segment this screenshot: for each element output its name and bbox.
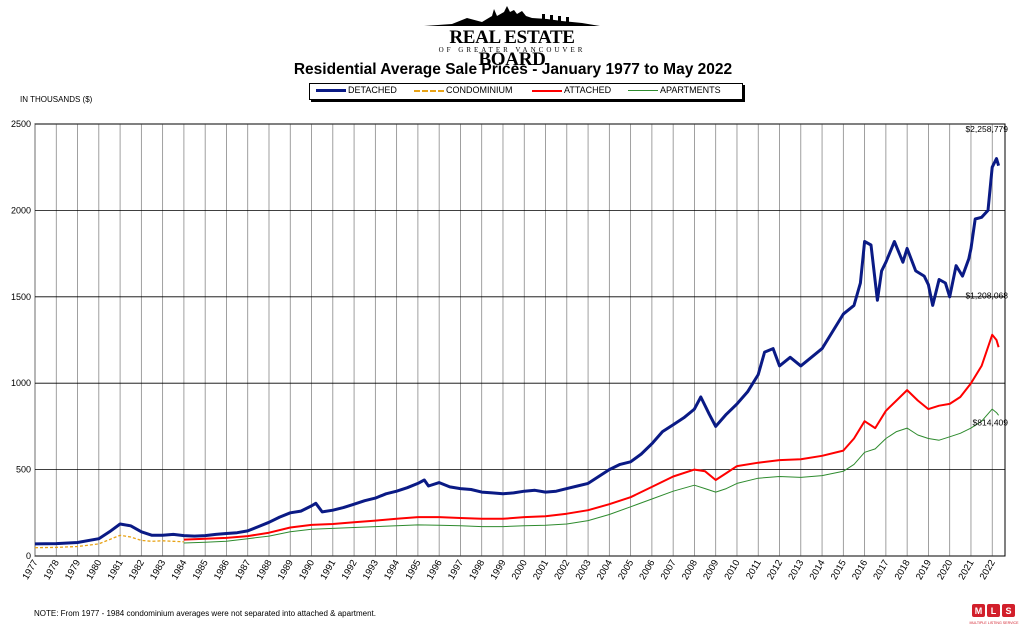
y-tick-label: 500 <box>16 465 31 475</box>
logo-subtitle: OF GREATER VANCOUVER <box>438 46 586 54</box>
x-tick-label: 1981 <box>106 558 126 582</box>
x-tick-label: 1989 <box>276 558 296 582</box>
x-tick-label: 1978 <box>42 558 62 582</box>
x-tick-label: 1977 <box>21 558 41 582</box>
x-tick-label: 2001 <box>531 558 551 582</box>
x-tick-label: 1995 <box>403 558 423 582</box>
x-tick-label: 1993 <box>361 558 381 582</box>
x-tick-label: 2014 <box>808 558 828 582</box>
y-tick-label: 1000 <box>11 378 31 388</box>
x-tick-label: 2012 <box>765 558 785 582</box>
mls-letter-l: L <box>991 606 997 616</box>
legend-item-apartments: APARTMENTS <box>628 85 721 95</box>
series-line-attached <box>183 333 1000 541</box>
logo-name: REAL ESTATE BOARD <box>449 27 575 70</box>
legend-label-apartments: APARTMENTS <box>660 85 721 95</box>
x-tick-label: 2015 <box>829 558 849 582</box>
y-tick-label: 2000 <box>11 205 31 215</box>
x-tick-label: 2016 <box>850 558 870 582</box>
chart-title: Residential Average Sale Prices - Januar… <box>293 61 733 78</box>
x-tick-label: 1996 <box>425 558 445 582</box>
legend-item-detached: DETACHED <box>316 85 397 95</box>
legend-swatch-detached <box>316 89 346 93</box>
x-tick-label: 1987 <box>233 558 253 582</box>
x-tick-label: 1990 <box>297 558 317 582</box>
mls-letter-m: M <box>975 606 983 616</box>
x-tick-label: 1998 <box>467 558 487 582</box>
y-tick-label: 1500 <box>11 292 31 302</box>
x-tick-label: 2005 <box>616 558 636 582</box>
mls-letter-s: S <box>1005 606 1011 616</box>
footnote: NOTE: From 1977 - 1984 condominium avera… <box>34 609 376 618</box>
x-tick-label: 2009 <box>701 558 721 582</box>
x-tick-label: 2018 <box>893 558 913 582</box>
x-tick-label: 1984 <box>169 558 189 582</box>
x-tick-label: 2003 <box>574 558 594 582</box>
x-tick-label: 2006 <box>637 558 657 582</box>
series-line-apartments <box>183 408 999 544</box>
x-tick-label: 2010 <box>722 558 742 582</box>
legend-item-condominium: CONDOMINIUM <box>414 85 513 95</box>
x-tick-label: 1988 <box>254 558 274 582</box>
x-tick-label: 1992 <box>340 558 360 582</box>
skyline-icon <box>424 6 600 26</box>
x-tick-label: 1999 <box>488 558 508 582</box>
mls-caption: MULTIPLE LISTING SERVICE <box>970 621 1020 625</box>
x-tick-label: 2002 <box>552 558 572 582</box>
x-tick-label: 1994 <box>382 558 402 582</box>
y-tick-label: 0 <box>26 551 31 561</box>
annotation-attached: $1,208,068 <box>965 291 1008 301</box>
x-tick-label: 2013 <box>786 558 806 582</box>
x-tick-label: 2019 <box>914 558 934 582</box>
x-tick-label: 2007 <box>659 558 679 582</box>
y-tick-label: 2500 <box>11 119 31 129</box>
real-estate-board-logo: REAL ESTATE BOARD OF GREATER VANCOUVER <box>422 4 602 70</box>
x-tick-label: 1986 <box>212 558 232 582</box>
x-tick-label: 1997 <box>446 558 466 582</box>
x-tick-label: 2011 <box>744 558 764 581</box>
x-tick-label: 1983 <box>148 558 168 582</box>
legend-label-attached: ATTACHED <box>564 85 612 95</box>
x-tick-label: 2022 <box>978 558 998 582</box>
legend-item-attached: ATTACHED <box>532 85 611 95</box>
legend-swatch-apartments <box>628 90 658 92</box>
series-line-detached <box>34 157 1001 546</box>
legend-label-detached: DETACHED <box>348 85 397 95</box>
x-tick-label: 2008 <box>680 558 700 582</box>
legend-label-condominium: CONDOMINIUM <box>446 85 513 95</box>
series-line-condominium <box>34 534 184 549</box>
x-tick-label: 2017 <box>871 558 891 582</box>
x-tick-label: 2021 <box>956 558 976 582</box>
legend-swatch-attached <box>532 89 562 92</box>
annotation-apartments: $814,409 <box>973 417 1009 427</box>
x-tick-label: 2004 <box>595 558 615 582</box>
x-tick-label: 1979 <box>63 558 83 582</box>
x-tick-label: 2020 <box>935 558 955 582</box>
x-tick-label: 1991 <box>318 558 338 582</box>
y-axis-unit-label: IN THOUSANDS ($) <box>20 95 93 104</box>
annotation-detached: $2,258,779 <box>965 124 1008 134</box>
x-tick-label: 1982 <box>127 558 147 582</box>
chart-legend: DETACHED CONDOMINIUM ATTACHED APARTMENTS <box>309 83 743 100</box>
x-tick-label: 2000 <box>510 558 530 582</box>
legend-swatch-condominium <box>414 89 444 92</box>
x-tick-label: 1980 <box>84 558 104 582</box>
mls-logo: M L S MULTIPLE LISTING SERVICE <box>968 603 1020 627</box>
x-tick-label: 1985 <box>191 558 211 582</box>
